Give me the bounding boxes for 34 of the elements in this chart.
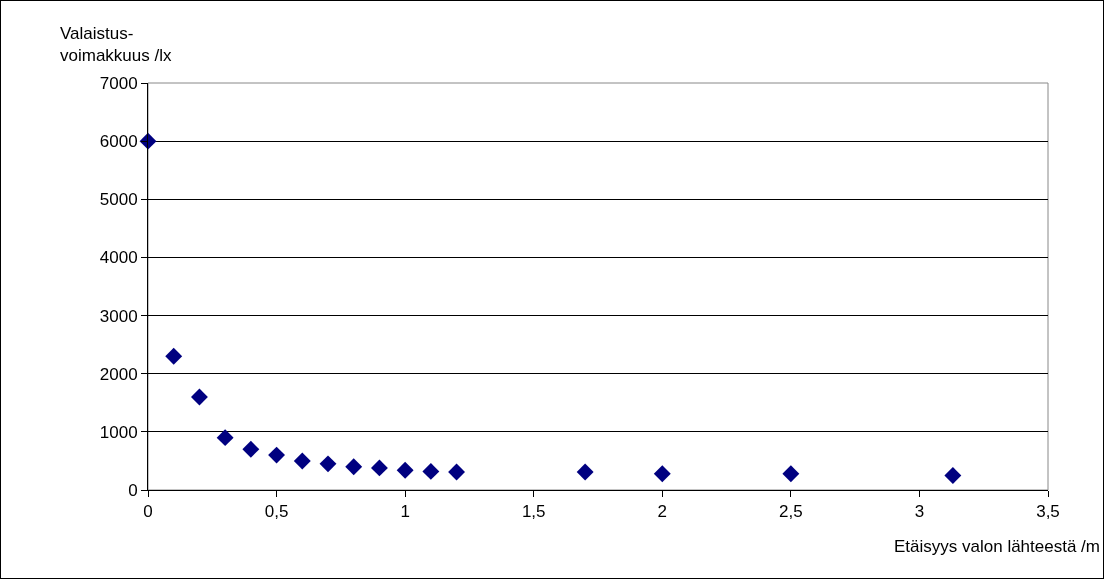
point (653, 465, 671, 483)
y-tick-label: 1000 (99, 422, 138, 442)
point (319, 455, 337, 473)
point (242, 440, 260, 458)
y-tick-label: 3000 (99, 306, 138, 326)
point (396, 461, 414, 479)
point (422, 462, 440, 480)
y-tick-label: 4000 (99, 248, 138, 268)
x-tick-label: 0,5 (264, 502, 289, 522)
y-tick-label: 0 (128, 480, 138, 500)
y-tick-label: 7000 (99, 73, 138, 93)
point (216, 429, 234, 447)
point (345, 458, 363, 476)
point (293, 452, 311, 470)
x-tick-label: 3,5 (1036, 502, 1060, 522)
point (370, 459, 388, 477)
x-tick-label: 0 (143, 502, 153, 522)
point (782, 465, 800, 483)
point (448, 463, 466, 481)
x-tick-label: 2 (657, 502, 668, 522)
point (190, 388, 208, 406)
y-tick-label: 6000 (99, 132, 138, 152)
x-axis-title: Etäisyys valon lähteestä /m (894, 537, 1100, 556)
point (576, 463, 594, 481)
x-tick-label: 2,5 (779, 502, 803, 522)
x-tick-label: 1 (400, 502, 410, 522)
y-tick-label: 2000 (99, 364, 138, 384)
point (268, 446, 286, 464)
x-tick-label: 1,5 (521, 502, 546, 522)
point (165, 347, 183, 365)
point (944, 467, 962, 484)
x-tick-label: 3 (914, 502, 925, 522)
y-axis-title: Valaistus- voimakkuus /lx (60, 24, 172, 66)
y-tick-label: 5000 (99, 190, 138, 210)
